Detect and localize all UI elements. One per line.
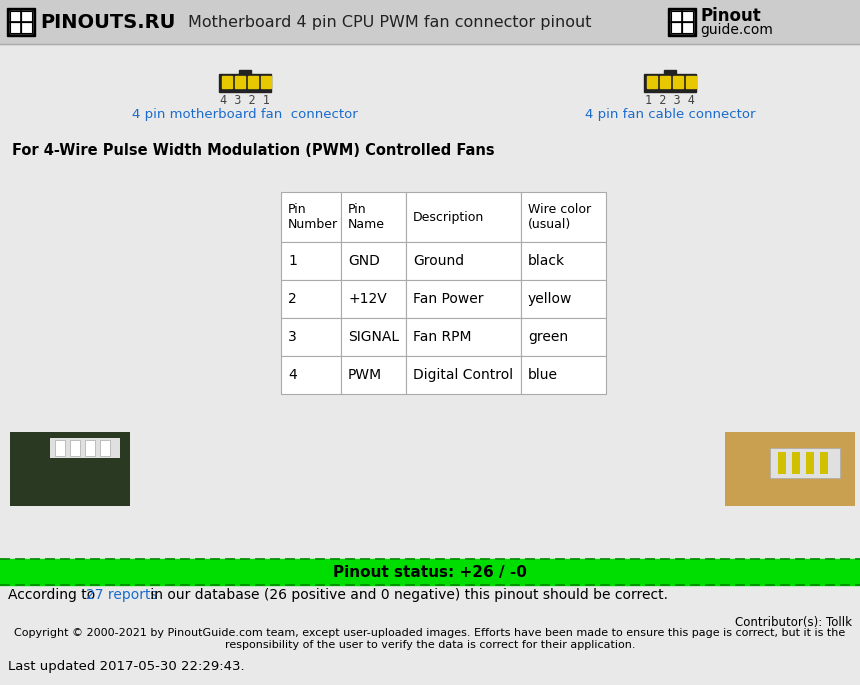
Bar [521, 280, 606, 318]
Bar [673, 76, 683, 88]
Text: guide.com: guide.com [700, 23, 773, 37]
Bar [341, 356, 406, 394]
Bar [70, 440, 80, 456]
Bar [281, 280, 341, 318]
Text: Fan Power: Fan Power [413, 292, 483, 306]
Bar [85, 440, 95, 456]
Bar [778, 452, 786, 474]
Bar [341, 318, 406, 356]
Text: 27 reports: 27 reports [86, 588, 157, 602]
Text: Pin
Name: Pin Name [348, 203, 385, 231]
Bar [770, 448, 840, 478]
Bar [406, 356, 521, 394]
Bar [235, 76, 245, 88]
Text: PWM: PWM [348, 368, 382, 382]
Text: 2: 2 [288, 292, 297, 306]
Bar [521, 192, 606, 242]
Bar [671, 11, 693, 33]
Bar [671, 22, 682, 33]
Bar [281, 318, 341, 356]
Text: +12V: +12V [348, 292, 387, 306]
Bar [406, 242, 521, 280]
Bar [21, 11, 32, 22]
Text: Digital Control: Digital Control [413, 368, 513, 382]
Bar [725, 432, 855, 506]
Text: Copyright © 2000-2021 by PinoutGuide.com team, except user-uploaded images. Effo: Copyright © 2000-2021 by PinoutGuide.com… [15, 628, 845, 638]
Text: Contributor(s): Tollk: Contributor(s): Tollk [735, 616, 852, 629]
Text: Wire color
(usual): Wire color (usual) [528, 203, 591, 231]
Text: blue: blue [528, 368, 558, 382]
Bar [341, 242, 406, 280]
Bar [820, 452, 828, 474]
Text: black: black [528, 254, 565, 268]
Bar [406, 318, 521, 356]
Bar [0, 0, 860, 44]
Text: 3: 3 [288, 330, 297, 344]
Text: 4 pin fan cable connector: 4 pin fan cable connector [585, 108, 755, 121]
Bar [219, 74, 271, 92]
Bar [671, 11, 682, 22]
Bar [664, 70, 676, 75]
Bar [55, 440, 65, 456]
Text: 1: 1 [288, 254, 297, 268]
Text: yellow: yellow [528, 292, 573, 306]
Bar [10, 432, 130, 506]
Bar [521, 242, 606, 280]
Bar [682, 11, 693, 22]
Text: 4 pin motherboard fan  connector: 4 pin motherboard fan connector [132, 108, 358, 121]
Text: 1 2 3 4: 1 2 3 4 [645, 94, 695, 107]
Text: responsibility of the user to verify the data is correct for their application.: responsibility of the user to verify the… [224, 640, 636, 650]
Text: Pinout: Pinout [700, 7, 761, 25]
Bar [660, 76, 670, 88]
Bar [341, 192, 406, 242]
Text: For 4-Wire Pulse Width Modulation (PWM) Controlled Fans: For 4-Wire Pulse Width Modulation (PWM) … [12, 142, 494, 158]
Text: GND: GND [348, 254, 380, 268]
Text: Pin
Number: Pin Number [288, 203, 338, 231]
Bar [668, 8, 696, 36]
Bar [725, 432, 855, 506]
Text: 4 3 2 1: 4 3 2 1 [220, 94, 270, 107]
Text: in our database (26 positive and 0 negative) this pinout should be correct.: in our database (26 positive and 0 negat… [146, 588, 668, 602]
Text: Ground: Ground [413, 254, 464, 268]
Bar [792, 452, 800, 474]
Bar [682, 22, 693, 33]
Text: Motherboard 4 pin CPU PWM fan connector pinout: Motherboard 4 pin CPU PWM fan connector … [188, 14, 592, 29]
Bar [248, 76, 258, 88]
Bar [806, 452, 814, 474]
Bar [686, 76, 696, 88]
Bar [521, 318, 606, 356]
Text: Pinout status: +26 / -0: Pinout status: +26 / -0 [333, 564, 527, 580]
Bar [281, 192, 341, 242]
Text: Fan RPM: Fan RPM [413, 330, 471, 344]
Bar [406, 280, 521, 318]
Bar [341, 280, 406, 318]
Bar [7, 8, 35, 36]
Text: Description: Description [413, 210, 484, 223]
Bar [21, 22, 32, 33]
Bar [222, 76, 232, 88]
Bar [239, 70, 251, 75]
Bar [100, 440, 110, 456]
Bar [261, 76, 271, 88]
Bar [644, 74, 696, 92]
Text: According to: According to [8, 588, 100, 602]
Bar [10, 22, 21, 33]
Text: green: green [528, 330, 568, 344]
Text: PINOUTS.RU: PINOUTS.RU [40, 12, 175, 32]
Text: 4: 4 [288, 368, 297, 382]
Text: Last updated 2017-05-30 22:29:43.: Last updated 2017-05-30 22:29:43. [8, 660, 244, 673]
Bar [10, 11, 21, 22]
Text: SIGNAL: SIGNAL [348, 330, 399, 344]
Bar [521, 356, 606, 394]
Bar [647, 76, 657, 88]
Bar [406, 192, 521, 242]
Bar [281, 356, 341, 394]
Bar [0, 559, 860, 585]
Bar [10, 11, 32, 33]
Bar [50, 438, 120, 458]
Bar [10, 432, 130, 506]
Bar [281, 242, 341, 280]
